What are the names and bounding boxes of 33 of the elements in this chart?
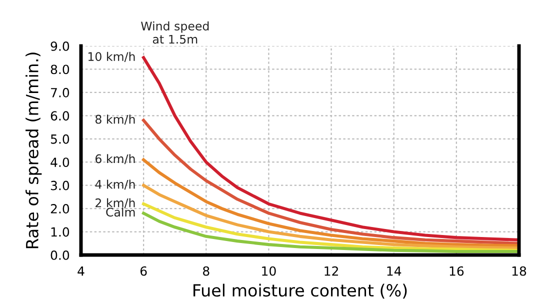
series-label: 4 km/h	[95, 180, 135, 190]
y-tick-label: 3.0	[50, 180, 70, 190]
series-label: Calm	[106, 207, 135, 217]
x-tick-label: 8	[203, 266, 210, 276]
y-tick-label: 5.0	[50, 134, 70, 144]
y-tick-label: 1.0	[51, 227, 70, 237]
x-tick-label: 14	[387, 266, 402, 276]
x-tick-label: 6	[140, 266, 147, 276]
line-series	[142, 184, 519, 250]
y-tick-label: 8.0	[50, 64, 70, 74]
series-label: 8 km/h	[95, 114, 135, 125]
y-tick-label: 4.0	[50, 158, 70, 168]
x-tick-label: 18	[512, 266, 526, 276]
series-label: 6 km/h	[96, 154, 135, 164]
x-tick-label: 12	[324, 266, 338, 276]
y-axis-title: Rate of spread (m/min.)	[26, 52, 42, 248]
line-series	[142, 56, 519, 242]
line-series	[142, 212, 519, 254]
y-tick-label: 7.0	[51, 88, 70, 98]
x-axis-title: Fuel moisture content (%)	[194, 284, 407, 299]
series-label: 2 km/h	[96, 198, 135, 208]
x-tick-label: 10	[262, 266, 276, 276]
y-tick-label: 6.0	[50, 111, 70, 121]
line-series	[142, 158, 519, 248]
line-series	[142, 202, 519, 252]
x-tick-label: 4	[78, 266, 84, 276]
line-series	[142, 118, 519, 245]
y-tick-label: 0.0	[50, 250, 70, 260]
y-tick-label: 9.0	[50, 41, 70, 51]
y-tick-label: 2.0	[50, 204, 70, 214]
legend-title: Wind speed at 1.5m	[141, 21, 209, 44]
x-tick-label: 16	[450, 266, 464, 276]
series-label: 10 km/h	[88, 52, 135, 62]
